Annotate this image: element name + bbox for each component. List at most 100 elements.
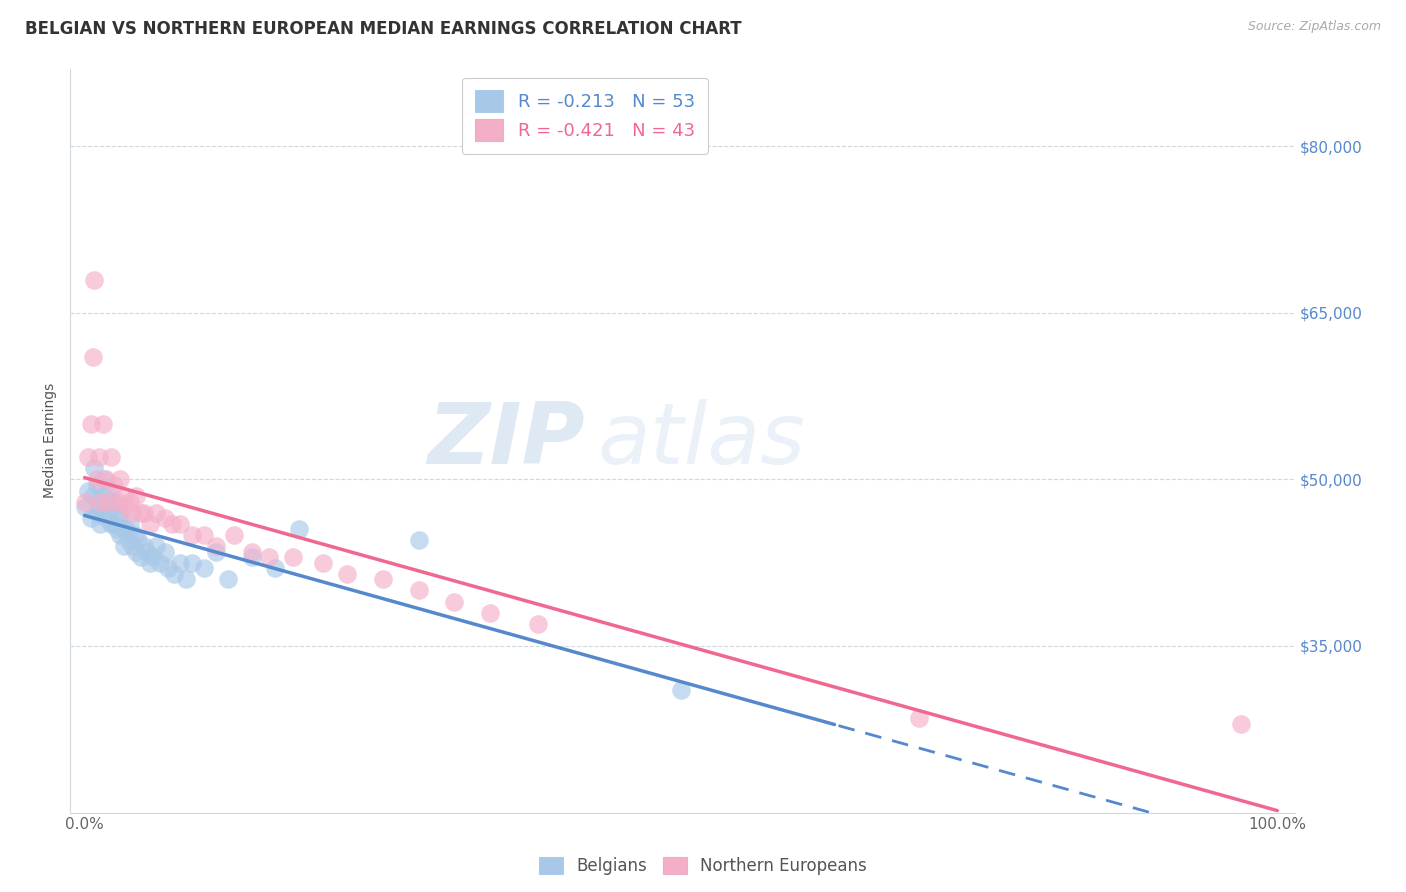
Point (94, 511, 117, 525)
Point (103, 494, 125, 508)
Point (443, 594, 465, 608)
Point (112, 489, 135, 503)
Point (312, 556, 335, 570)
Point (86, 478, 108, 492)
Point (121, 539, 143, 553)
Point (107, 494, 129, 508)
Text: Source: ZipAtlas.com: Source: ZipAtlas.com (1247, 20, 1381, 33)
Point (82, 489, 104, 503)
Point (145, 539, 167, 553)
Point (259, 550, 281, 565)
Point (77, 450, 100, 465)
Legend: R = -0.213   N = 53, R = -0.421   N = 43: R = -0.213 N = 53, R = -0.421 N = 43 (463, 78, 707, 154)
Point (169, 516, 191, 531)
Text: atlas: atlas (598, 399, 806, 482)
Point (129, 550, 152, 565)
Point (89, 516, 111, 531)
Point (101, 500, 124, 515)
Point (139, 556, 162, 570)
Point (79, 511, 101, 525)
Point (103, 516, 125, 531)
Point (479, 606, 502, 620)
Point (83, 272, 105, 286)
Point (153, 511, 176, 525)
Point (160, 516, 183, 531)
Point (153, 544, 176, 558)
Point (181, 556, 204, 570)
Point (283, 550, 305, 565)
Point (336, 566, 359, 581)
Point (408, 533, 430, 548)
Point (105, 522, 128, 536)
Text: ZIP: ZIP (427, 399, 585, 482)
Point (163, 566, 186, 581)
Point (73, 500, 96, 515)
Point (97, 500, 120, 515)
Point (107, 511, 129, 525)
Point (87, 450, 110, 465)
Point (118, 533, 141, 548)
Point (127, 533, 149, 548)
Point (204, 539, 226, 553)
Point (204, 544, 226, 558)
Point (134, 539, 156, 553)
Point (115, 522, 138, 536)
Point (91, 489, 114, 503)
Point (222, 528, 245, 542)
Point (100, 516, 122, 531)
Point (110, 506, 132, 520)
Point (408, 583, 430, 598)
Point (97, 494, 120, 508)
Point (145, 506, 167, 520)
Point (124, 528, 146, 542)
Point (217, 572, 239, 586)
Point (193, 561, 215, 575)
Point (79, 417, 101, 431)
Point (669, 683, 692, 698)
Point (129, 506, 152, 520)
Point (86, 472, 108, 486)
Point (97, 483, 120, 498)
Point (125, 544, 148, 558)
Point (83, 461, 105, 475)
Point (118, 494, 141, 508)
Point (118, 516, 141, 531)
Point (139, 516, 162, 531)
Point (82, 350, 104, 364)
Point (288, 522, 311, 536)
Point (112, 539, 135, 553)
Point (93, 472, 115, 486)
Point (157, 561, 180, 575)
Point (87, 500, 110, 515)
Point (264, 561, 287, 575)
Point (371, 572, 394, 586)
Point (77, 483, 100, 498)
Point (73, 494, 96, 508)
Point (103, 478, 125, 492)
Text: BELGIAN VS NORTHERN EUROPEAN MEDIAN EARNINGS CORRELATION CHART: BELGIAN VS NORTHERN EUROPEAN MEDIAN EARN… (25, 20, 742, 37)
Point (527, 616, 550, 631)
Point (125, 489, 148, 503)
Point (149, 556, 172, 570)
Point (169, 556, 191, 570)
Point (135, 544, 157, 558)
Point (111, 522, 134, 536)
Point (908, 711, 931, 725)
Point (91, 417, 114, 431)
Point (91, 506, 114, 520)
Point (1230, 716, 1253, 731)
Point (100, 450, 122, 465)
Point (94, 472, 117, 486)
Point (174, 572, 197, 586)
Point (193, 528, 215, 542)
Point (89, 494, 111, 508)
Point (110, 472, 132, 486)
Point (121, 506, 143, 520)
Y-axis label: Median Earnings: Median Earnings (44, 383, 58, 498)
Legend: Belgians, Northern Europeans: Belgians, Northern Europeans (531, 849, 875, 884)
Point (115, 500, 138, 515)
Point (240, 544, 263, 558)
Point (142, 550, 165, 565)
Point (134, 506, 156, 520)
Point (181, 528, 204, 542)
